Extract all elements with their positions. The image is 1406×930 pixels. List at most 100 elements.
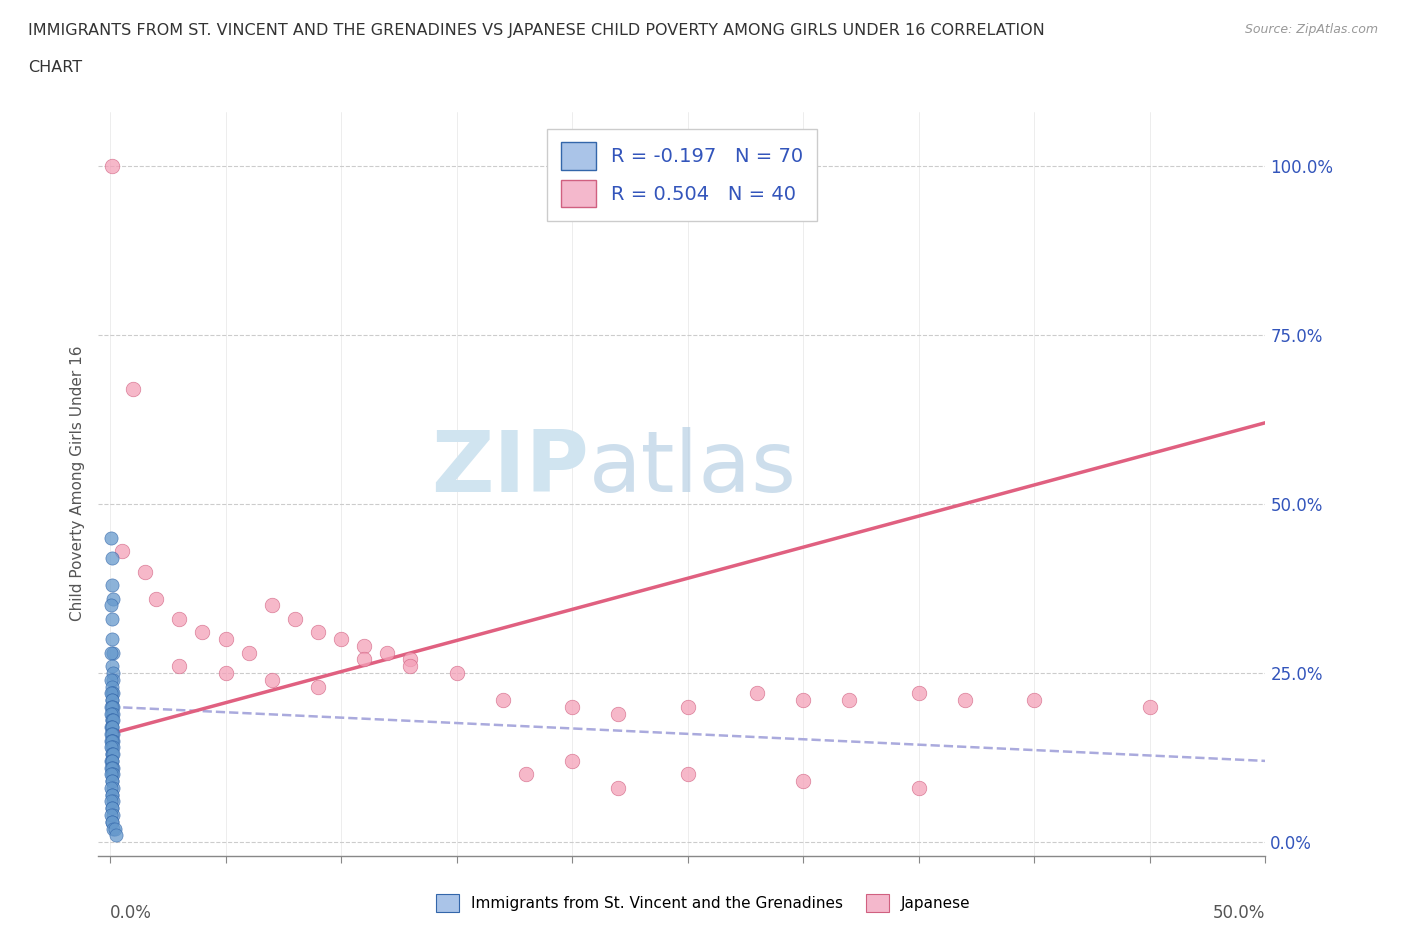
Point <box>110 544 132 559</box>
Point <box>101 713 124 728</box>
Y-axis label: Child Poverty Among Girls Under 16: Child Poverty Among Girls Under 16 <box>69 346 84 621</box>
Point <box>307 679 329 694</box>
Point <box>101 794 124 809</box>
Point <box>101 693 124 708</box>
Point <box>100 753 122 768</box>
Point <box>103 780 125 795</box>
Point <box>101 158 124 173</box>
Point <box>238 645 260 660</box>
Point <box>101 753 124 768</box>
Point <box>101 706 124 721</box>
Point <box>101 815 124 830</box>
Point <box>145 591 167 606</box>
Point <box>103 821 125 836</box>
Legend: R = -0.197   N = 70, R = 0.504   N = 40: R = -0.197 N = 70, R = 0.504 N = 40 <box>547 128 817 220</box>
Point <box>191 625 214 640</box>
Point <box>100 780 122 795</box>
Point <box>101 666 124 681</box>
Point <box>104 828 127 843</box>
Point <box>260 672 283 687</box>
Point <box>100 720 122 735</box>
Point <box>103 645 125 660</box>
Point <box>100 747 122 762</box>
Point <box>100 740 122 755</box>
Point <box>101 740 124 755</box>
Text: 0.0%: 0.0% <box>110 904 152 922</box>
Point <box>907 685 929 700</box>
Point <box>101 551 124 565</box>
Text: atlas: atlas <box>589 427 797 511</box>
Point <box>101 658 124 673</box>
Point <box>100 598 122 613</box>
Point <box>561 699 583 714</box>
Point <box>100 767 122 782</box>
Point <box>399 652 422 667</box>
Point <box>101 685 124 700</box>
Point <box>101 631 124 646</box>
Point <box>122 381 145 396</box>
Text: Source: ZipAtlas.com: Source: ZipAtlas.com <box>1244 23 1378 36</box>
Point <box>100 726 122 741</box>
Point <box>838 693 860 708</box>
Point <box>676 767 699 782</box>
Point <box>101 720 124 735</box>
Point <box>284 611 307 626</box>
Point <box>214 666 236 681</box>
Point <box>101 591 124 606</box>
Point <box>100 699 122 714</box>
Point <box>103 807 125 822</box>
Point <box>1024 693 1046 708</box>
Point <box>101 733 124 748</box>
Point <box>792 693 814 708</box>
Point <box>100 672 122 687</box>
Point <box>1139 699 1161 714</box>
Point <box>100 706 122 721</box>
Point <box>103 672 125 687</box>
Point <box>515 767 537 782</box>
Text: IMMIGRANTS FROM ST. VINCENT AND THE GRENADINES VS JAPANESE CHILD POVERTY AMONG G: IMMIGRANTS FROM ST. VINCENT AND THE GREN… <box>28 23 1045 38</box>
Point <box>307 625 329 640</box>
Text: ZIP: ZIP <box>430 427 589 511</box>
Point <box>101 679 124 694</box>
Point <box>100 611 122 626</box>
Point <box>100 753 122 768</box>
Legend: Immigrants from St. Vincent and the Grenadines, Japanese: Immigrants from St. Vincent and the Gren… <box>429 888 977 918</box>
Point <box>101 747 124 762</box>
Point <box>101 767 124 782</box>
Point <box>399 658 422 673</box>
Point <box>101 740 124 755</box>
Point <box>101 767 124 782</box>
Point <box>100 760 122 775</box>
Point <box>907 780 929 795</box>
Point <box>260 598 283 613</box>
Point <box>607 706 630 721</box>
Point <box>101 685 124 700</box>
Point <box>101 733 124 748</box>
Point <box>101 713 124 728</box>
Point <box>101 747 124 762</box>
Point <box>745 685 768 700</box>
Point <box>100 815 122 830</box>
Point <box>353 639 375 654</box>
Point <box>101 578 124 592</box>
Point <box>607 780 630 795</box>
Point <box>561 753 583 768</box>
Point <box>100 801 122 816</box>
Point <box>169 658 191 673</box>
Point <box>100 645 122 660</box>
Point <box>101 801 124 816</box>
Point <box>353 652 375 667</box>
Point <box>100 693 122 708</box>
Point <box>100 733 122 748</box>
Point <box>100 720 122 735</box>
Point <box>492 693 515 708</box>
Point <box>100 807 122 822</box>
Point <box>100 794 122 809</box>
Point <box>446 666 468 681</box>
Point <box>101 706 124 721</box>
Point <box>100 685 122 700</box>
Point <box>101 788 124 803</box>
Point <box>375 645 398 660</box>
Text: CHART: CHART <box>28 60 82 75</box>
Point <box>100 699 122 714</box>
